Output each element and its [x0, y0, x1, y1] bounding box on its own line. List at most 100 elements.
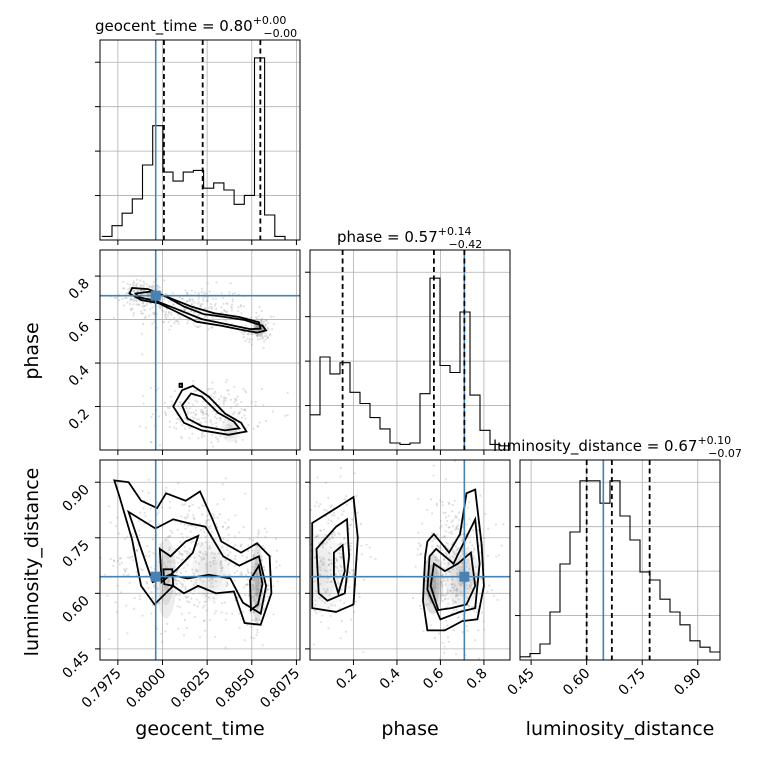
sample-point — [452, 602, 455, 605]
sample-point — [213, 601, 216, 604]
x-tick-label-luminosity-distance: 0.75 — [616, 666, 649, 699]
sample-point — [176, 561, 179, 564]
sample-point — [252, 610, 255, 614]
sample-point — [429, 498, 433, 501]
sample-point — [341, 513, 344, 516]
sample-point — [450, 583, 453, 586]
sample-point — [200, 528, 203, 532]
sample-point — [143, 316, 146, 319]
sample-point — [444, 551, 447, 555]
sample-point — [456, 594, 459, 597]
sample-point — [145, 302, 148, 305]
sample-point — [178, 553, 181, 556]
sample-point — [117, 532, 121, 535]
sample-point — [455, 653, 458, 656]
sample-point — [114, 601, 117, 604]
y-tick-label-luminosity-distance: 0.60 — [59, 593, 92, 626]
sample-point — [201, 543, 204, 546]
sample-point — [453, 499, 456, 502]
sample-point — [471, 578, 474, 581]
sample-point — [242, 586, 245, 589]
sample-point — [461, 552, 464, 555]
sample-point — [129, 283, 132, 286]
sample-point — [243, 409, 246, 412]
sample-point — [118, 563, 122, 566]
sample-point — [226, 548, 229, 551]
sample-point — [326, 588, 329, 591]
sample-point — [183, 516, 186, 519]
sample-point — [188, 427, 191, 430]
sample-point — [164, 310, 167, 314]
sample-point — [240, 543, 243, 546]
sample-point — [193, 589, 196, 592]
sample-point — [162, 321, 166, 324]
sample-point — [260, 319, 264, 322]
sample-point — [448, 570, 451, 573]
sample-point — [129, 308, 133, 311]
sample-point — [157, 387, 160, 390]
sample-point — [194, 560, 198, 563]
sample-point — [486, 590, 489, 593]
sample-point — [455, 548, 458, 551]
sample-point — [207, 526, 210, 529]
sample-point — [198, 554, 201, 558]
sample-point — [420, 522, 424, 525]
sample-point — [221, 525, 225, 528]
sample-point — [337, 543, 340, 546]
sample-point — [136, 549, 139, 552]
sample-point — [337, 532, 340, 535]
sample-point — [466, 629, 469, 632]
sample-point — [467, 536, 470, 539]
y-tick-label-luminosity-distance: 0.75 — [59, 537, 92, 570]
sample-point — [146, 545, 149, 548]
sample-point — [150, 591, 153, 594]
sample-point — [165, 317, 168, 320]
sample-point — [144, 515, 147, 518]
sample-point — [175, 319, 179, 322]
sample-point — [260, 319, 263, 322]
sample-point — [227, 389, 230, 392]
sample-point — [197, 586, 200, 590]
sample-point — [254, 562, 257, 566]
sample-point — [253, 569, 256, 572]
sample-point — [326, 589, 329, 592]
sample-point — [261, 333, 264, 336]
sample-point — [228, 561, 231, 564]
sample-point — [163, 411, 166, 414]
title-geocent-time-minus: −0.00 — [263, 27, 297, 40]
sample-point — [223, 573, 226, 576]
sample-point — [129, 556, 132, 559]
sample-point — [246, 568, 249, 571]
sample-point — [198, 550, 201, 554]
sample-point — [441, 501, 444, 504]
sample-point — [236, 569, 239, 573]
contour-line — [422, 488, 485, 632]
sample-point — [339, 548, 342, 551]
sample-point — [257, 529, 260, 532]
sample-point — [455, 608, 458, 611]
sample-point — [259, 584, 262, 587]
sample-point — [220, 292, 223, 295]
sample-point — [252, 619, 255, 622]
sample-point — [468, 567, 471, 570]
sample-point — [266, 326, 269, 329]
sample-point — [446, 592, 449, 595]
sample-point — [452, 587, 455, 590]
sample-point — [164, 313, 167, 316]
sample-point — [458, 583, 461, 586]
contour-line — [133, 290, 262, 331]
sample-point — [236, 403, 239, 406]
sample-point — [162, 310, 165, 313]
sample-point — [250, 636, 253, 639]
sample-point — [135, 278, 138, 281]
sample-point — [195, 413, 198, 416]
sample-point — [115, 611, 119, 614]
sample-point — [265, 319, 268, 322]
sample-point — [267, 321, 270, 324]
sample-point — [256, 551, 259, 554]
sample-point — [328, 537, 331, 541]
sample-point — [173, 390, 177, 393]
sample-point — [425, 561, 428, 564]
sample-point — [188, 407, 192, 410]
sample-point — [224, 436, 227, 439]
